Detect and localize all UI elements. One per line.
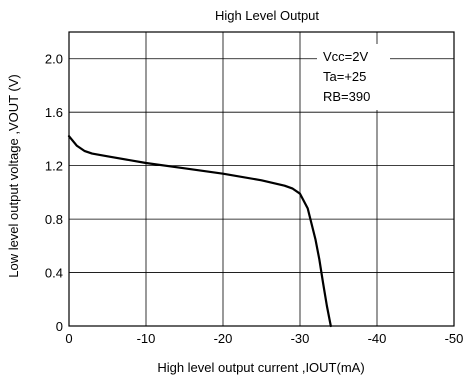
grid [69, 32, 454, 326]
y-tick-label: 0.8 [45, 212, 63, 227]
y-tick-label: 1.6 [45, 105, 63, 120]
tick-labels: 0 -10 -20 -30 -40 -50 0 0.4 0.8 1.2 1.6 2.0 [45, 52, 463, 346]
chart-title: High Level Output [215, 8, 319, 23]
y-axis-label: Low level output voltage ,VOUT (V) [6, 74, 21, 278]
series-line [67, 135, 332, 328]
note-vcc: Vcc=2V [323, 49, 368, 64]
x-tick-label: -50 [445, 331, 464, 346]
x-tick-label: -30 [291, 331, 310, 346]
x-tick-label: -40 [368, 331, 387, 346]
x-tick-label: -10 [137, 331, 156, 346]
series [67, 135, 332, 328]
note-rb: RB=390 [323, 89, 370, 104]
x-tick-label: -20 [214, 331, 233, 346]
x-tick-label: 0 [65, 331, 72, 346]
x-axis-label: High level output current ,IOUT(mA) [157, 360, 364, 375]
conditions-box: Vcc=2V Ta=+25 RB=390 [317, 44, 390, 110]
y-tick-label: 0.4 [45, 266, 63, 281]
conditions-background [317, 44, 390, 110]
y-tick-label: 1.2 [45, 159, 63, 174]
y-tick-label: 2.0 [45, 52, 63, 67]
y-tick-label: 0 [56, 319, 63, 334]
note-ta: Ta=+25 [323, 69, 366, 84]
plot-area-border [68, 31, 455, 327]
